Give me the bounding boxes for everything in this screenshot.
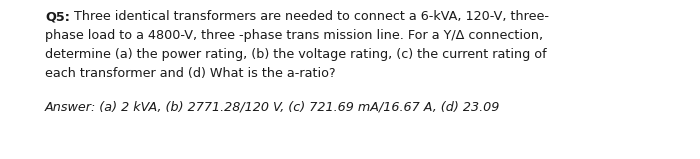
Text: Answer: (a) 2 kVA, (b) 2771.28/120 V, (c) 721.69 mA/16.67 A, (d) 23.09: Answer: (a) 2 kVA, (b) 2771.28/120 V, (c…: [45, 100, 500, 113]
Text: each transformer and (d) What is the a-ratio?: each transformer and (d) What is the a-r…: [45, 67, 335, 80]
Text: Three identical transformers are needed to connect a 6-kVA, 120-V, three-: Three identical transformers are needed …: [70, 10, 549, 23]
Text: Q5:: Q5:: [45, 10, 70, 23]
Text: phase load to a 4800-V, three -phase trans mission line. For a Y/Δ connection,: phase load to a 4800-V, three -phase tra…: [45, 29, 543, 42]
Text: determine (a) the power rating, (b) the voltage rating, (c) the current rating o: determine (a) the power rating, (b) the …: [45, 48, 547, 61]
